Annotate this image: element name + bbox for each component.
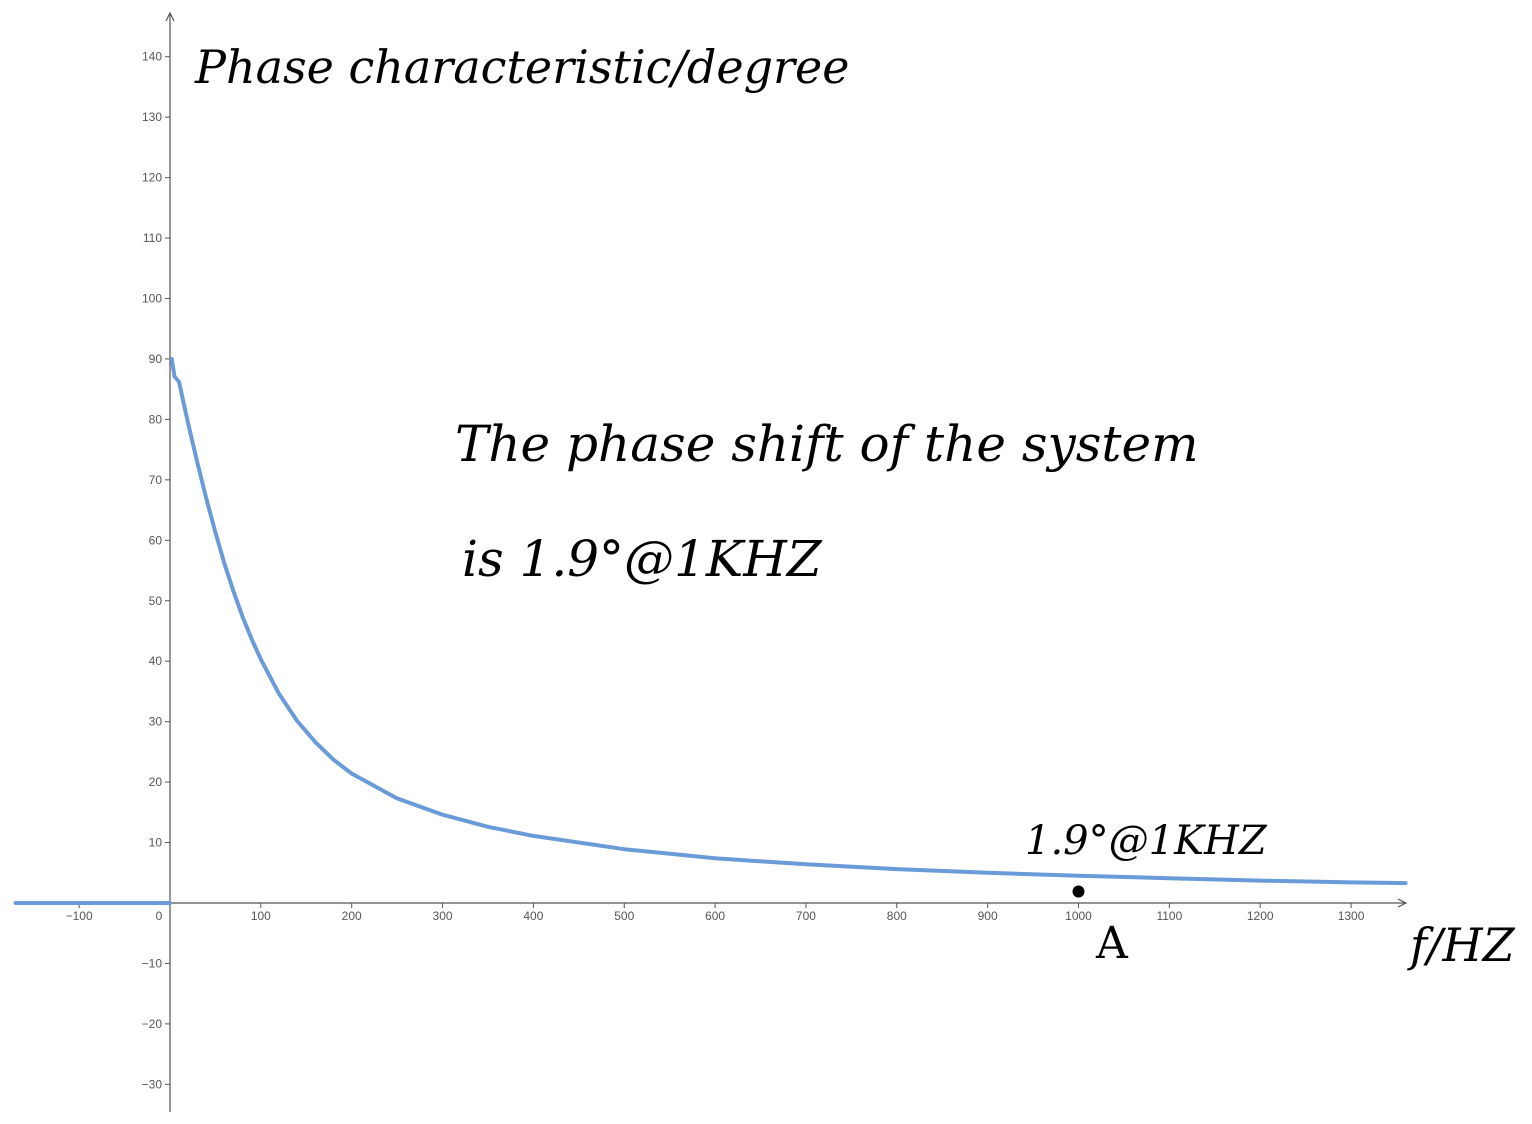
x-tick-label: 300 (433, 909, 453, 923)
x-tick-label: 100 (251, 909, 271, 923)
y-tick-label: 90 (149, 352, 163, 366)
y-tick-label: −30 (142, 1077, 163, 1091)
point-a-value-label: 1.9°@1KHZ (1025, 818, 1267, 864)
x-tick-label: 900 (978, 909, 998, 923)
y-tick-label: 20 (149, 775, 163, 789)
y-axis-arrow (165, 11, 175, 22)
annotation-line-1: The phase shift of the system (455, 415, 1199, 473)
x-tick-label: 200 (342, 909, 362, 923)
x-tick-label: 0 (156, 909, 163, 923)
y-tick-label: 40 (149, 654, 163, 668)
y-tick-label: 130 (142, 110, 162, 124)
x-tick-label: 700 (796, 909, 816, 923)
x-tick-label: 1000 (1065, 909, 1092, 923)
annotation-line-2: is 1.9°@1KHZ (462, 530, 822, 588)
y-axis-title: Phase characteristic/degree (195, 40, 850, 94)
x-tick-label: 800 (887, 909, 907, 923)
x-axis-arrow (1397, 898, 1408, 908)
y-tick-label: −20 (142, 1017, 163, 1031)
y-tick-label: 110 (143, 231, 162, 245)
x-tick-label: 600 (705, 909, 725, 923)
y-tick-label: 100 (142, 292, 162, 306)
y-tick-label: 50 (149, 594, 163, 608)
x-tick-label: −100 (66, 909, 93, 923)
x-tick-label: 1200 (1247, 909, 1274, 923)
series-line-0 (13, 357, 1408, 905)
y-tick-label: 70 (149, 473, 163, 487)
y-tick-label: 140 (142, 50, 162, 64)
point-a-marker (1072, 885, 1085, 898)
x-tick-label: 500 (614, 909, 634, 923)
point-a-label: A (1096, 918, 1128, 969)
y-tick-label: 10 (149, 836, 163, 850)
x-tick-label: 1100 (1156, 909, 1182, 923)
x-axis-title: f/HZ (1410, 918, 1515, 972)
y-tick-label: 80 (149, 412, 163, 426)
y-tick-label: 60 (149, 533, 163, 547)
y-tick-label: 30 (149, 715, 163, 729)
x-tick-label: 400 (523, 909, 543, 923)
y-tick-label: −10 (142, 956, 163, 970)
y-tick-label: 120 (142, 171, 162, 185)
x-tick-label: 1300 (1338, 909, 1365, 923)
